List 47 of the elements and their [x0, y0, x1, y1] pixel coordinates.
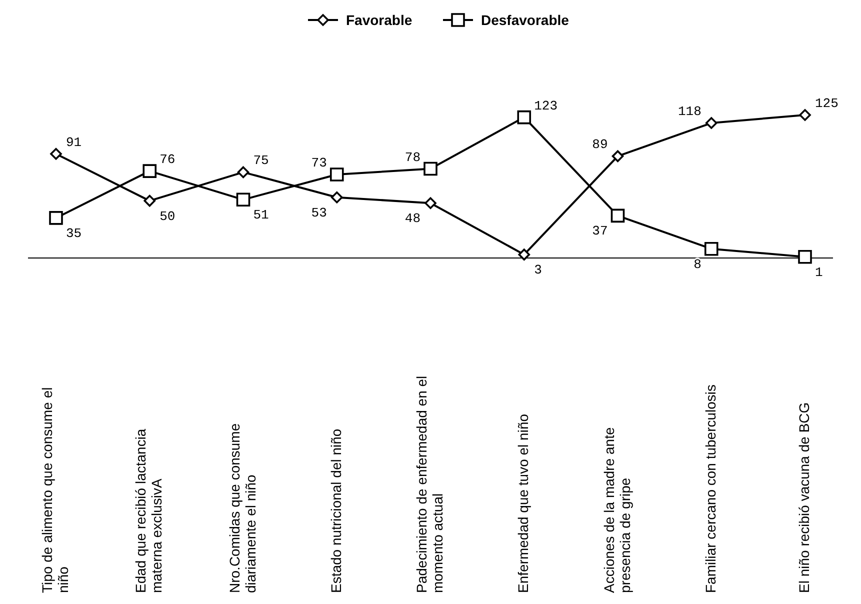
point [49, 211, 63, 225]
point [50, 148, 62, 160]
data-label: 8 [694, 256, 702, 272]
data-label: 53 [311, 205, 327, 220]
point [518, 248, 530, 260]
data-label: 51 [253, 208, 270, 223]
data-label: 123 [534, 98, 558, 114]
x-tick-label: Familiar cercano con tuberculosis [702, 384, 718, 593]
point [236, 192, 250, 207]
legend-label: Favorable [346, 12, 412, 28]
point [612, 150, 624, 162]
point [424, 197, 436, 209]
data-label: 35 [66, 226, 82, 241]
legend-label: Desfavorable [481, 12, 570, 28]
data-label: 3 [534, 262, 542, 278]
data-label: 73 [311, 155, 327, 170]
point [330, 191, 343, 204]
data-label: 75 [253, 153, 269, 168]
data-label: 37 [592, 224, 608, 239]
x-tick-label: Padecimiento de enfermedad en el momento actual [414, 376, 446, 593]
point [798, 250, 812, 264]
data-label: 1 [815, 264, 823, 280]
point [424, 162, 438, 176]
x-tick-label: Acciones de la madre ante presencia de gripe [600, 427, 633, 593]
point [517, 110, 532, 124]
point [237, 166, 250, 178]
point [142, 164, 157, 178]
point [330, 168, 344, 182]
point [610, 208, 625, 223]
point [705, 117, 718, 129]
point [799, 109, 811, 121]
point [144, 194, 156, 207]
data-label: 91 [66, 134, 82, 150]
data-label: 48 [404, 211, 420, 226]
x-tick-label: Nro.Comidas que consume diariamente el niño [226, 423, 258, 593]
x-tick-label: Estado nutricional del niño [328, 428, 344, 593]
data-label: 89 [592, 137, 608, 152]
x-tick-label: Enfermedad que tuvo el niño [515, 414, 532, 593]
x-tick-label: El niño recibió vacuna de BCG [796, 402, 812, 593]
data-label: 125 [815, 96, 838, 111]
point [704, 242, 718, 256]
data-label: 76 [160, 152, 176, 168]
x-tick-label: Edad que recibió lactancia materna exclusivA [132, 428, 165, 593]
data-label: 118 [678, 104, 702, 120]
data-label: 78 [404, 150, 420, 165]
data-label: 50 [160, 208, 176, 224]
x-tick-label: Tipo de alimento que consume el niño [39, 387, 71, 593]
